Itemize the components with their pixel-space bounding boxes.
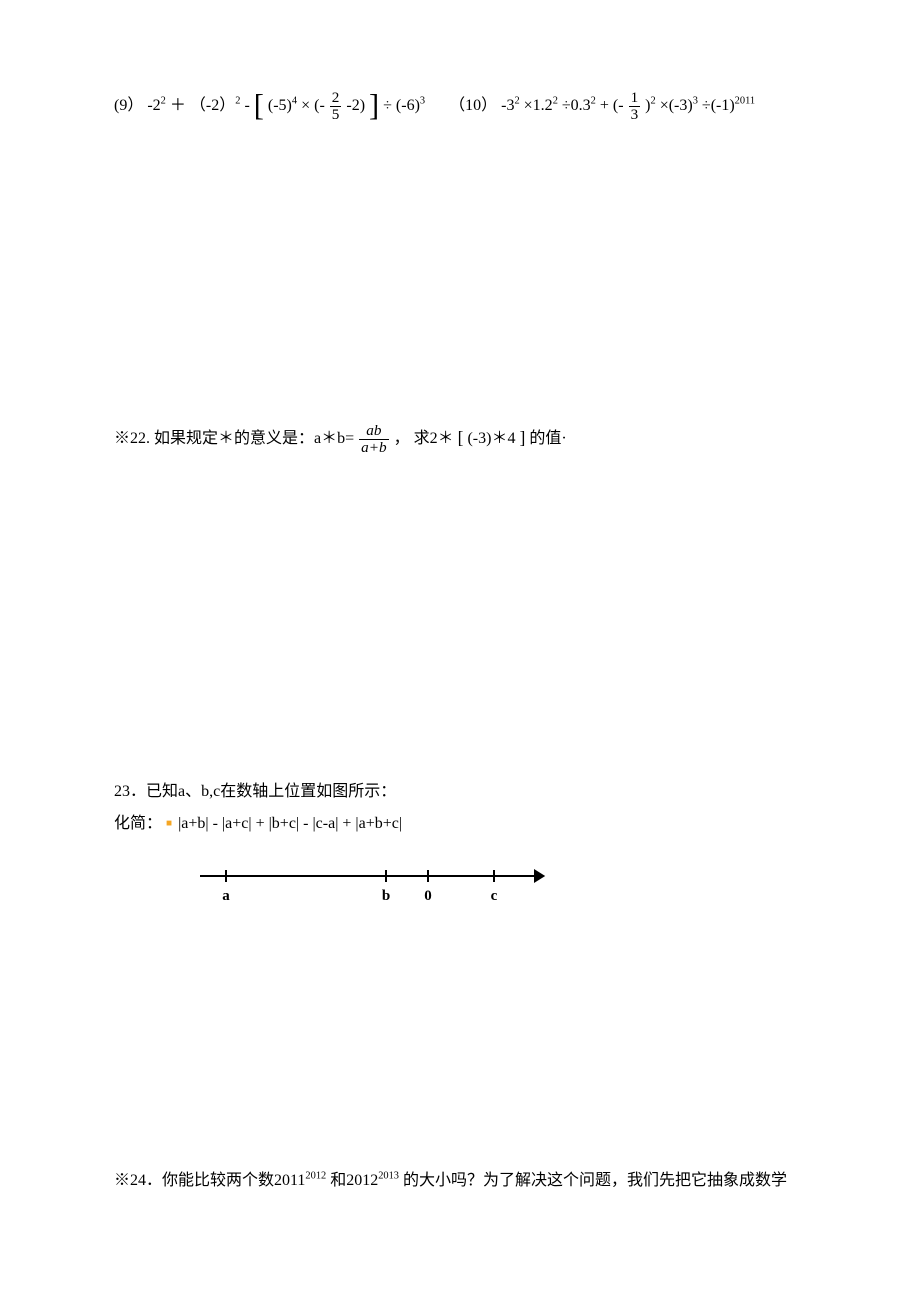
svg-text:c: c: [491, 888, 498, 904]
problem-10-expr: -32 ×1.22 ÷0.32 + (- 1 3 )2 ×(-3)3 ÷(-1)…: [501, 97, 755, 114]
problem-9-expr: -22 ＋ （-2）2 - [ (-5)4 × (- 2 5 -2) ] ÷ (…: [147, 97, 425, 114]
right-big-bracket: ]: [369, 89, 379, 123]
q23-line2: 化简： ■ |a+b| - |a+c| + |b+c| - |c-a| + |a…: [114, 808, 830, 840]
number-line-svg: a b 0 c: [194, 860, 554, 908]
svg-text:0: 0: [424, 888, 432, 904]
q22-prefix: ※22. 如果规定＊的意义是：a＊b=: [114, 430, 354, 447]
question-23: 23．已知a、b,c在数轴上位置如图所示： 化简： ■ |a+b| - |a+c…: [114, 776, 830, 840]
question-24: ※24．你能比较两个数20112012 和20122013 的大小吗？为了解决这…: [114, 1168, 830, 1194]
q22-tail: 的值·: [529, 430, 566, 447]
problem-9: (9） -22 ＋ （-2）2 - [ (-5)4 × (- 2 5 -2) ]…: [114, 90, 425, 123]
frac-ab-over-aplusb: ab a+b: [359, 423, 388, 456]
marker-icon: ■: [166, 818, 172, 829]
problem-9-label: (9）: [114, 97, 143, 114]
svg-text:b: b: [382, 888, 390, 904]
problem-10: （10） -32 ×1.22 ÷0.32 + (- 1 3 )2 ×(-3)3 …: [449, 90, 755, 123]
q23-line1: 23．已知a、b,c在数轴上位置如图所示：: [114, 776, 830, 808]
number-line-figure: a b 0 c: [194, 860, 830, 908]
q23-expression: |a+b| - |a+c| + |b+c| - |c-a| + |a+b+c|: [178, 815, 402, 832]
left-big-bracket: [: [254, 89, 264, 123]
svg-text:a: a: [222, 888, 230, 904]
frac-2-5: 2 5: [330, 90, 342, 123]
q22-mid: ， 求2＊: [394, 430, 454, 447]
problems-row: (9） -22 ＋ （-2）2 - [ (-5)4 × (- 2 5 -2) ]…: [114, 90, 830, 123]
problem-10-label: （10）: [449, 97, 497, 114]
question-22: ※22. 如果规定＊的意义是：a＊b= ab a+b ， 求2＊ [ (-3)＊…: [114, 423, 830, 456]
frac-1-3: 1 3: [629, 90, 641, 123]
